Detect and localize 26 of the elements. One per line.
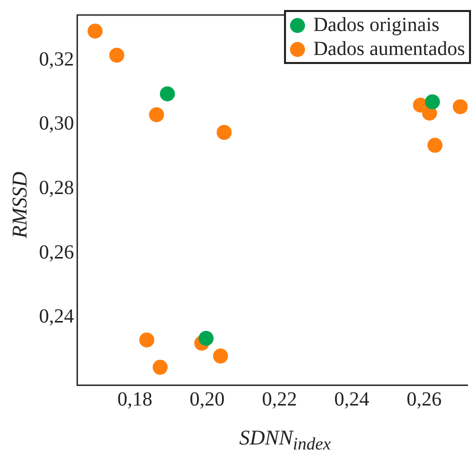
x-tick-label: 0,24	[334, 388, 370, 410]
legend-label: Dados aumentados	[313, 37, 465, 61]
x-tick-label: 0,20	[190, 388, 225, 410]
y-axis-title: RMSSD	[8, 172, 32, 238]
y-tick-label: 0,30	[39, 112, 74, 135]
y-tick-label: 0,24	[39, 306, 74, 328]
point	[149, 107, 164, 122]
legend-label: Dados originais	[313, 13, 440, 37]
point	[216, 124, 232, 140]
point	[109, 48, 124, 63]
x-tick-label: 0,26	[406, 388, 442, 410]
point	[152, 360, 168, 375]
point	[427, 138, 442, 153]
point	[198, 330, 214, 346]
point	[160, 86, 175, 102]
point	[424, 94, 440, 110]
x-tick-label: 0,18	[117, 388, 152, 410]
point	[88, 24, 103, 39]
y-tick-label: 0,32	[39, 48, 74, 70]
point	[452, 99, 468, 114]
y-tick-label: 0,26	[39, 241, 74, 264]
y-tick-label: 0,28	[39, 176, 74, 199]
x-axis-title: SDNN$_{index}$	[239, 425, 331, 455]
point	[139, 332, 154, 348]
x-tick-label: 0,22	[262, 388, 297, 410]
point	[213, 348, 228, 364]
